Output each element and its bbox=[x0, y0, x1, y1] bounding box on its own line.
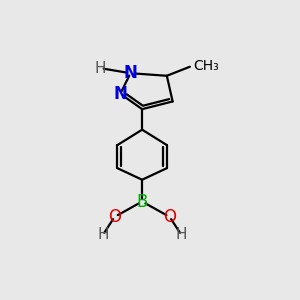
Text: H: H bbox=[176, 227, 187, 242]
Text: O: O bbox=[108, 208, 121, 226]
Text: O: O bbox=[163, 208, 176, 226]
Text: B: B bbox=[136, 193, 148, 211]
Text: N: N bbox=[124, 64, 137, 82]
Text: N: N bbox=[113, 85, 127, 103]
Text: H: H bbox=[94, 61, 106, 76]
Text: H: H bbox=[97, 227, 109, 242]
Text: CH₃: CH₃ bbox=[193, 58, 219, 73]
